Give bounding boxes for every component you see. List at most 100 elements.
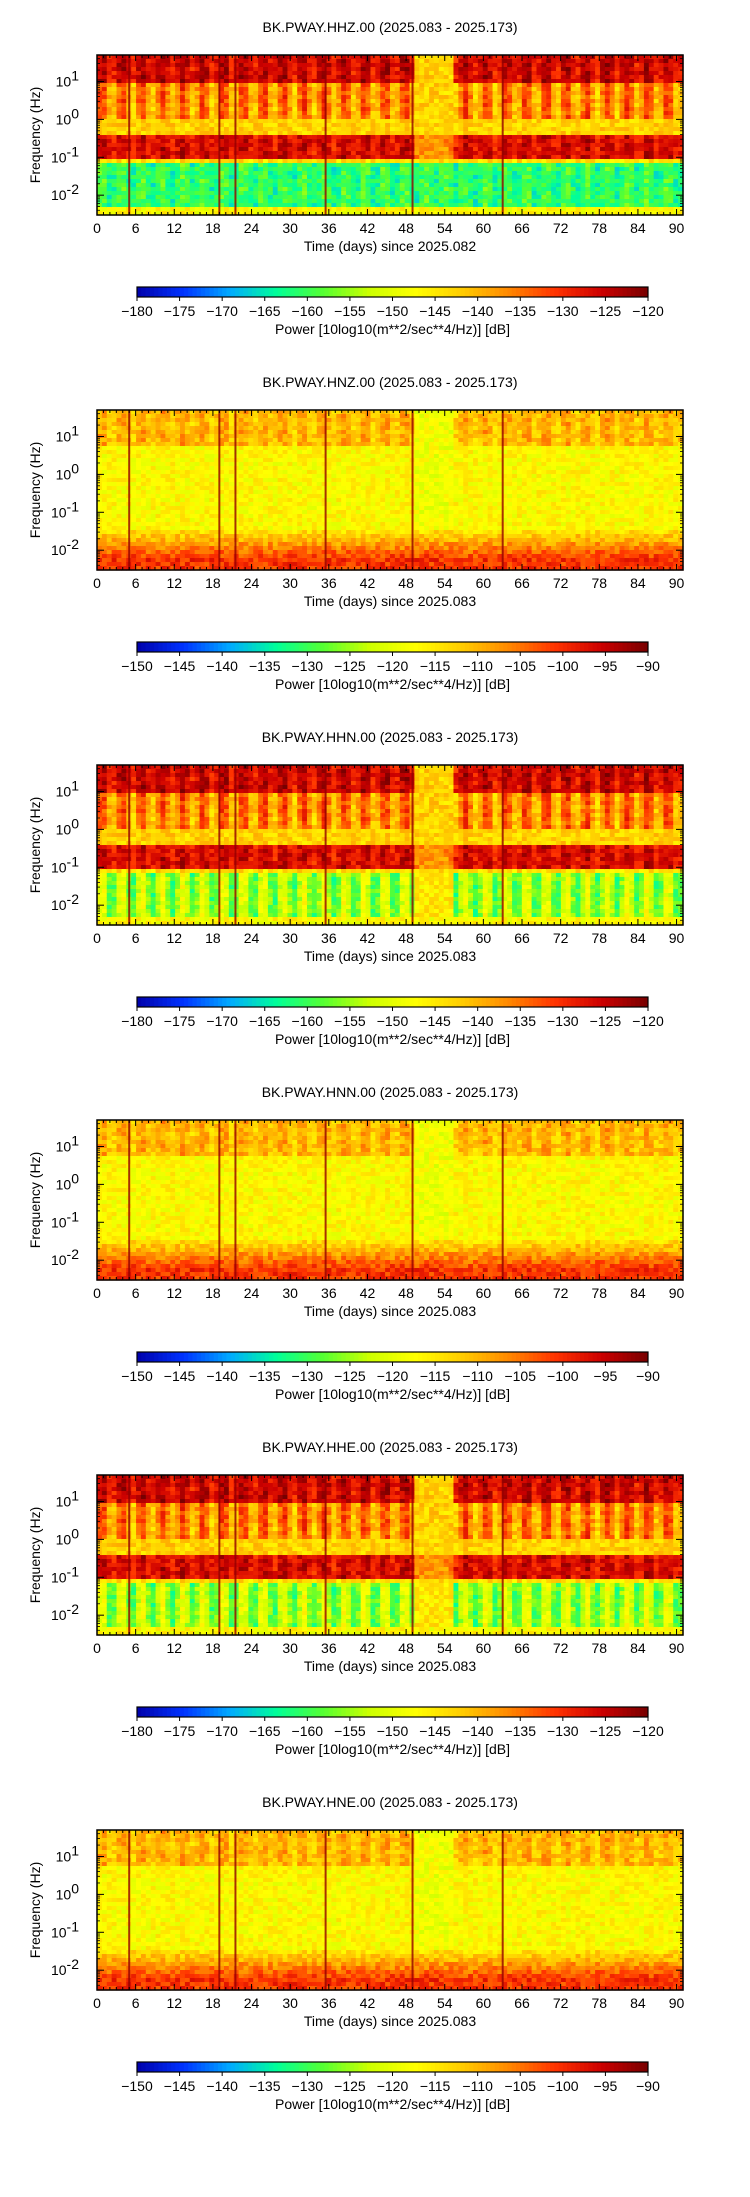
colorbar-tick-label: −150 (377, 1723, 409, 1739)
x-tick-label: 6 (132, 220, 140, 236)
y-tick-label: 100 (56, 815, 80, 837)
colorbar-tick-label: −110 (462, 658, 493, 674)
y-tick-label: 10-1 (51, 143, 79, 165)
colorbar-tick-label: −110 (462, 2078, 493, 2094)
colorbar-tick-label: −160 (292, 1013, 324, 1029)
x-tick-label: 90 (669, 930, 685, 946)
x-tick-label: 18 (205, 575, 221, 591)
x-tick-label: 42 (360, 1285, 376, 1301)
x-tick-label: 72 (553, 1285, 569, 1301)
x-tick-label: 0 (93, 220, 101, 236)
x-tick-label: 84 (630, 1995, 646, 2011)
colorbar-label: Power [10log10(m**2/sec**4/Hz)] [dB] (275, 1031, 510, 1047)
colorbar-tick-label: −155 (334, 303, 366, 319)
colorbar-tick-label: −170 (206, 1013, 238, 1029)
x-tick-label: 48 (398, 930, 414, 946)
colorbar-tick-label: −120 (377, 658, 409, 674)
x-tick-label: 24 (244, 930, 260, 946)
x-axis (96, 1830, 684, 1990)
colorbar-tick-label: −150 (121, 658, 153, 674)
x-tick-label: 60 (476, 575, 492, 591)
x-tick-label: 48 (398, 1285, 414, 1301)
y-tick-label: 10-1 (51, 1208, 79, 1230)
x-tick-label: 66 (514, 220, 530, 236)
y-tick-label: 10-1 (51, 1563, 79, 1585)
colorbar-tick-label: −100 (547, 2078, 579, 2094)
x-tick-label: 54 (437, 930, 453, 946)
spectrogram-svg: BK.PWAY.HNN.00 (2025.083 - 2025.173) 0 6 12… (27, 1084, 685, 1402)
spectrogram-panel: BK.PWAY.HNN.00 (2025.083 - 2025.173) 0 6 12… (0, 1075, 750, 1430)
colorbar-tick-label: −180 (121, 1723, 153, 1739)
colorbar-tick-label: −120 (632, 1723, 664, 1739)
spectrogram-heatmap (97, 765, 684, 926)
colorbar-tick-label: −115 (420, 1368, 451, 1384)
x-tick-label: 90 (669, 220, 685, 236)
y-tick-label: 101 (56, 1132, 80, 1154)
x-tick-label: 60 (476, 930, 492, 946)
x-tick-label: 48 (398, 1995, 414, 2011)
y-tick-label: 10-1 (51, 853, 79, 875)
colorbar-tick-label: −95 (594, 2078, 618, 2094)
colorbar-tick-label: −105 (504, 1368, 536, 1384)
x-tick-label: 54 (437, 1995, 453, 2011)
x-tick-label: 6 (132, 1285, 140, 1301)
colorbar-tick-label: −145 (419, 303, 451, 319)
x-tick-label: 78 (591, 930, 607, 946)
colorbar-tick-label: −120 (632, 1013, 664, 1029)
colorbar-tick-label: −135 (249, 658, 281, 674)
x-tick-label: 6 (132, 1640, 140, 1656)
y-tick-label: 10-1 (51, 498, 79, 520)
chart-title: BK.PWAY.HNE.00 (2025.083 - 2025.173) (262, 1794, 518, 1810)
y-tick-label: 10-2 (51, 181, 79, 203)
y-tick-label: 101 (56, 67, 80, 89)
x-tick-label: 36 (321, 1995, 337, 2011)
y-tick-label: 10-2 (51, 1246, 79, 1268)
x-tick-label: 24 (244, 1640, 260, 1656)
colorbar-tick-label: −100 (547, 1368, 579, 1384)
spectrogram-heatmap (97, 55, 684, 216)
x-axis-label: Time (days) since 2025.082 (304, 238, 476, 254)
y-tick-label: 10-2 (51, 536, 79, 558)
x-tick-label: 78 (591, 1640, 607, 1656)
colorbar-tick-label: −90 (636, 658, 660, 674)
chart-title: BK.PWAY.HHZ.00 (2025.083 - 2025.173) (263, 19, 518, 35)
colorbar-tick-label: −90 (636, 1368, 660, 1384)
x-tick-label: 48 (398, 220, 414, 236)
x-tick-label: 30 (282, 1640, 298, 1656)
colorbar-tick-label: −165 (249, 1013, 281, 1029)
x-tick-label: 54 (437, 1285, 453, 1301)
colorbar-tick-label: −170 (206, 1723, 238, 1739)
y-tick-label: 101 (56, 422, 80, 444)
x-tick-label: 66 (514, 1640, 530, 1656)
colorbar-tick-label: −165 (249, 303, 281, 319)
x-axis-label: Time (days) since 2025.083 (304, 593, 476, 609)
x-tick-label: 0 (93, 575, 101, 591)
x-tick-label: 36 (321, 575, 337, 591)
spectrogram-svg: BK.PWAY.HHZ.00 (2025.083 - 2025.173) 0 6 12… (27, 19, 685, 337)
y-axis-label: Frequency (Hz) (27, 1507, 43, 1603)
y-axis-label: Frequency (Hz) (27, 1152, 43, 1248)
chart-title: BK.PWAY.HHN.00 (2025.083 - 2025.173) (262, 729, 519, 745)
colorbar-tick-label: −125 (334, 1368, 366, 1384)
colorbar-tick-label: −130 (547, 1013, 579, 1029)
x-tick-label: 42 (360, 930, 376, 946)
colorbar-tick-label: −140 (462, 1013, 494, 1029)
x-tick-label: 12 (166, 1285, 182, 1301)
colorbar-tick-label: −135 (504, 1723, 536, 1739)
x-tick-label: 18 (205, 1285, 221, 1301)
chart-title: BK.PWAY.HNN.00 (2025.083 - 2025.173) (262, 1084, 519, 1100)
x-axis (96, 1120, 684, 1280)
y-axis-label: Frequency (Hz) (27, 1862, 43, 1958)
x-tick-label: 60 (476, 1285, 492, 1301)
x-tick-label: 60 (476, 1640, 492, 1656)
x-tick-label: 12 (166, 220, 182, 236)
x-tick-label: 54 (437, 220, 453, 236)
x-tick-label: 66 (514, 1995, 530, 2011)
x-axis-label: Time (days) since 2025.083 (304, 2013, 476, 2029)
spectrogram-panel: BK.PWAY.HHE.00 (2025.083 - 2025.173) 0 6 12… (0, 1430, 750, 1785)
x-tick-label: 84 (630, 930, 646, 946)
colorbar-tick-label: −175 (164, 1723, 196, 1739)
x-tick-label: 18 (205, 930, 221, 946)
x-tick-label: 6 (132, 575, 140, 591)
colorbar-tick-label: −140 (206, 1368, 238, 1384)
